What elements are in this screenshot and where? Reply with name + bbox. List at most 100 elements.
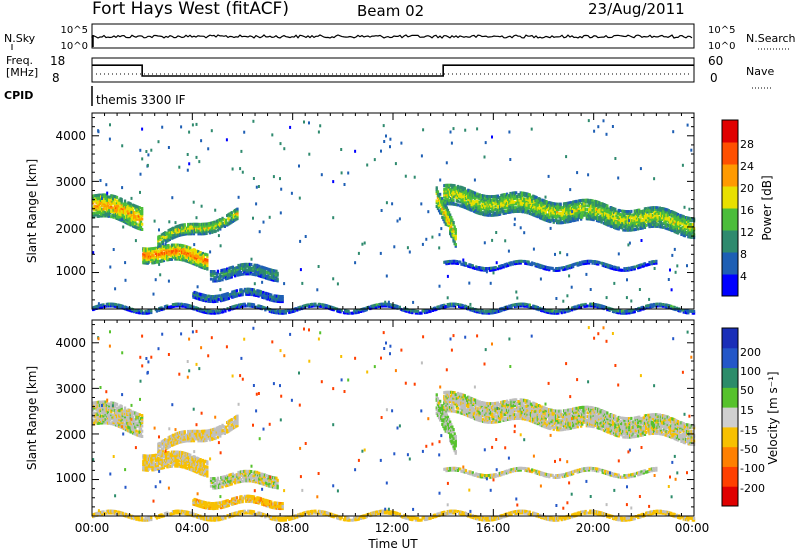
power-cell xyxy=(174,247,177,250)
power-cell xyxy=(150,259,153,263)
power-cell xyxy=(153,250,156,254)
power-cell xyxy=(123,220,127,224)
power-cell xyxy=(143,252,146,256)
power-cell xyxy=(451,191,454,195)
power-cell xyxy=(495,209,498,213)
power-cell xyxy=(615,226,618,230)
power-cell xyxy=(297,306,300,310)
power-cell xyxy=(464,202,468,206)
power-cell xyxy=(462,258,465,262)
power-cell xyxy=(559,211,562,215)
power-cell xyxy=(182,248,185,251)
power-cell xyxy=(153,257,156,261)
power-cell xyxy=(182,255,185,258)
power-cell xyxy=(248,291,251,295)
power-cell xyxy=(574,205,577,209)
power-cell xyxy=(437,209,441,213)
power-cell xyxy=(467,190,470,194)
power-cell xyxy=(632,219,635,222)
power-cell xyxy=(445,191,448,195)
power-cell xyxy=(93,199,96,203)
power-cell xyxy=(510,199,513,203)
power-cell xyxy=(478,193,481,197)
power-cell xyxy=(455,190,458,194)
power-cell xyxy=(165,248,168,251)
power-cell xyxy=(150,148,153,152)
power-cell xyxy=(273,275,276,278)
power-cell xyxy=(564,204,567,207)
power-cell xyxy=(174,235,177,239)
power-cell xyxy=(204,230,207,234)
power-cell xyxy=(201,228,205,232)
power-cell xyxy=(655,215,658,219)
power-cell xyxy=(255,271,259,275)
power-cell xyxy=(631,226,634,230)
power-cell xyxy=(586,211,590,215)
power-cell xyxy=(92,201,95,205)
power-cell xyxy=(167,279,170,283)
power-cell xyxy=(443,211,446,215)
power-cell xyxy=(624,226,627,230)
power-cell xyxy=(179,233,182,237)
power-cell xyxy=(429,309,432,313)
power-cell xyxy=(105,183,108,187)
power-cell xyxy=(198,263,201,266)
power-cell xyxy=(605,132,608,136)
power-cell xyxy=(504,264,507,268)
power-cell xyxy=(533,200,536,204)
power-cell xyxy=(516,302,519,306)
power-cell xyxy=(252,265,255,269)
power-cell xyxy=(567,207,570,211)
power-cell xyxy=(138,227,141,231)
power-cell xyxy=(530,127,533,131)
power-cell xyxy=(394,162,397,166)
power-cell xyxy=(581,208,584,212)
power-cell xyxy=(436,190,440,194)
power-cell xyxy=(655,206,658,210)
power-cell xyxy=(219,288,222,292)
power-cell xyxy=(204,228,207,232)
power-cell xyxy=(635,225,639,229)
power-cell xyxy=(110,199,113,203)
power-cell xyxy=(179,243,183,247)
power-cell xyxy=(108,214,111,218)
power-cell xyxy=(643,216,647,220)
power-cell xyxy=(190,232,193,236)
power-cell xyxy=(587,173,590,177)
power-cell xyxy=(556,213,559,217)
power-cell xyxy=(411,311,414,315)
power-cell xyxy=(682,215,685,219)
power-cell xyxy=(322,303,325,307)
power-cell xyxy=(447,183,450,187)
power-cell xyxy=(689,222,692,226)
power-cell xyxy=(251,304,254,308)
power-cell xyxy=(601,202,604,206)
power-cell xyxy=(258,291,261,295)
power-cell xyxy=(672,210,675,214)
power-cell xyxy=(582,198,585,202)
power-cell xyxy=(645,212,648,216)
power-cell xyxy=(472,194,476,198)
power-cell xyxy=(538,206,542,210)
power-cell xyxy=(260,295,264,299)
power-cell xyxy=(189,224,192,228)
power-cell xyxy=(362,309,365,313)
power-cell xyxy=(380,149,382,153)
power-cell xyxy=(535,212,538,216)
power-cell xyxy=(575,203,578,207)
power-cell xyxy=(509,205,512,208)
power-cell xyxy=(245,304,249,308)
power-cell xyxy=(590,200,593,204)
power-cell xyxy=(507,194,510,198)
power-cell xyxy=(439,304,442,308)
power-cell xyxy=(200,256,203,260)
power-cell xyxy=(621,311,624,315)
power-cell xyxy=(629,311,632,315)
power-cell xyxy=(576,218,579,222)
power-cell xyxy=(183,225,186,229)
power-cell xyxy=(136,217,139,221)
power-cell xyxy=(266,297,269,301)
power-cell xyxy=(626,309,629,313)
power-cell xyxy=(529,262,533,266)
power-cell xyxy=(476,205,479,209)
